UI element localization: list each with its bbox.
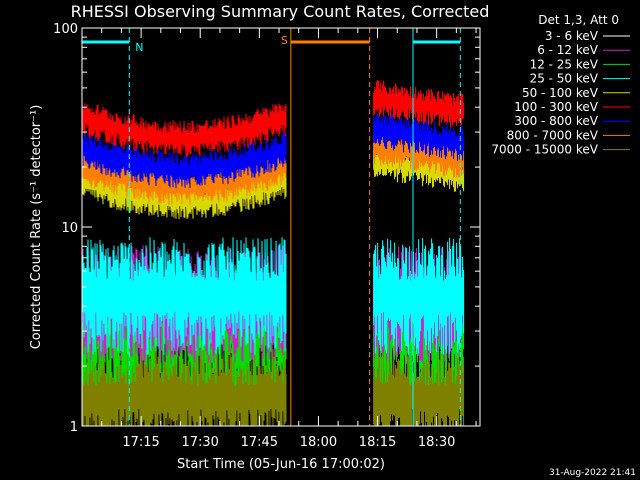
- legend-label: 7000 - 15000 keV: [491, 143, 598, 157]
- x-tick-label: 18:00: [300, 435, 337, 450]
- data-layer: [81, 80, 465, 427]
- x-tick-label: 17:45: [241, 435, 278, 450]
- series-trace-300-800keV: [81, 113, 465, 189]
- y-axis-label: Corrected Count Rate (s⁻¹ detector⁻¹): [29, 105, 44, 350]
- series-trace-100-300keV: [81, 80, 465, 157]
- x-axis-label: Start Time (05-Jun-16 17:00:02): [177, 457, 385, 472]
- legend-label: 6 - 12 keV: [537, 43, 599, 57]
- legend-label: 25 - 50 keV: [530, 72, 599, 86]
- x-tick-label: 18:30: [418, 435, 455, 450]
- legend-label: 50 - 100 keV: [522, 86, 599, 100]
- axis-layer: 100 10 1 17:15 17:30 17:45 18:00 18:15 18:30: [53, 22, 480, 450]
- legend-label: 3 - 6 keV: [545, 29, 599, 43]
- legend-label: 800 - 7000 keV: [507, 128, 599, 142]
- legend-label: 12 - 25 keV: [530, 57, 599, 71]
- legend-label: 100 - 300 keV: [514, 100, 598, 114]
- series-trace-25-50keV: [81, 237, 465, 355]
- x-tick-label: 17:30: [181, 435, 218, 450]
- generation-timestamp: 31-Aug-2022 21:41: [549, 468, 636, 478]
- y-tick-label: 100: [53, 22, 78, 37]
- x-tick-label: 17:15: [122, 435, 159, 450]
- chart-title: RHESSI Observing Summary Count Rates, Co…: [71, 2, 490, 21]
- saa-2-label: S: [281, 34, 288, 47]
- y-tick-label: 10: [61, 221, 78, 236]
- legend-label: 300 - 800 keV: [514, 114, 598, 128]
- y-tick-label: 1: [70, 420, 78, 435]
- legend-title: Det 1,3, Att 0: [538, 13, 619, 27]
- night-0-label: N: [135, 41, 143, 54]
- x-tick-label: 18:15: [359, 435, 396, 450]
- series-trace-7000-15000keV: [81, 334, 465, 427]
